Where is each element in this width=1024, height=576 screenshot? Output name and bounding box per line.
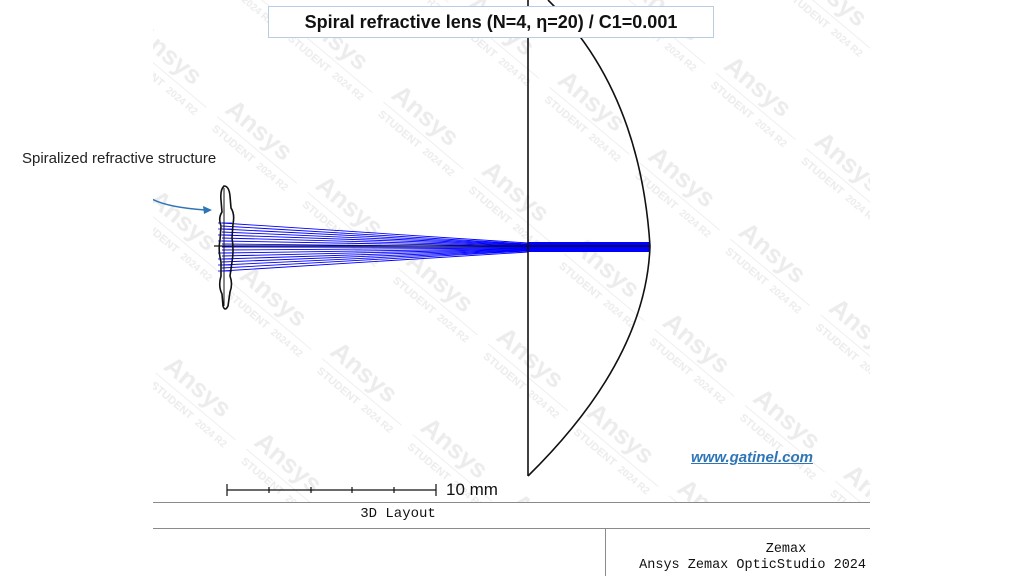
scale-bar-label: 10 mm	[446, 480, 498, 499]
product-label: Ansys Zemax OpticStudio 2024	[639, 558, 866, 573]
converged-beam	[528, 242, 650, 252]
company-label: Zemax	[765, 542, 807, 557]
view-name-label: 3D Layout	[360, 506, 436, 522]
annotation-label: Spiralized refractive structure	[22, 150, 217, 167]
plot-title: Spiral refractive lens (N=4, η=20) / C1=…	[304, 11, 678, 32]
footer-top-divider	[153, 502, 870, 503]
layout-plot-area: Ansys STUDENT 2024 R2	[153, 0, 870, 502]
ray-fan	[221, 222, 529, 272]
curved-surface	[527, 0, 651, 477]
footer-vertical-divider	[605, 528, 606, 576]
scale-bar	[226, 484, 437, 496]
optical-layout-drawing	[153, 0, 651, 496]
footer-middle-divider	[153, 528, 870, 529]
annotation-arrow	[153, 198, 206, 211]
website-link[interactable]: www.gatinel.com	[691, 449, 813, 466]
spiral-lens-element	[218, 185, 235, 310]
plot-title-box: Spiral refractive lens (N=4, η=20) / C1=…	[268, 6, 714, 38]
